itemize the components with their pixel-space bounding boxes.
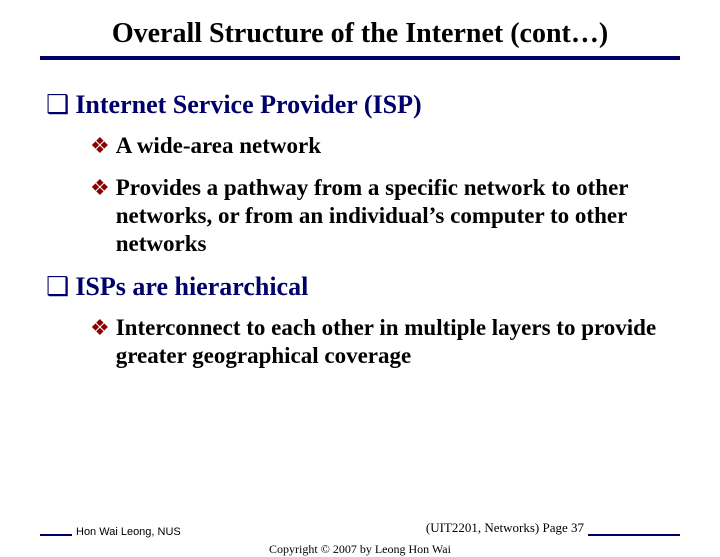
diamond-bullet-icon: ❖ [90, 132, 110, 160]
bullet-level1: ❑ Internet Service Provider (ISP) [46, 90, 680, 120]
slide-content: ❑ Internet Service Provider (ISP) ❖ A wi… [40, 90, 680, 370]
bullet-level2: ❖ Interconnect to each other in multiple… [90, 314, 680, 370]
footer-author: Hon Wai Leong, NUS [76, 526, 181, 538]
bullet-text: Provides a pathway from a specific netwo… [116, 174, 670, 258]
bullet-level1: ❑ ISPs are hierarchical [46, 272, 680, 302]
bullet-text: ISPs are hierarchical [75, 272, 308, 302]
footer-rule-right [588, 534, 680, 536]
diamond-bullet-icon: ❖ [90, 314, 110, 342]
footer-rule-left [40, 534, 72, 536]
bullet-level2: ❖ Provides a pathway from a specific net… [90, 174, 680, 258]
bullet-text: Interconnect to each other in multiple l… [116, 314, 670, 370]
title-rule [40, 56, 680, 60]
bullet-text: Internet Service Provider (ISP) [75, 90, 421, 120]
diamond-bullet-icon: ❖ [90, 174, 110, 202]
square-bullet-icon: ❑ [46, 272, 69, 302]
slide-title: Overall Structure of the Internet (cont…… [40, 18, 680, 50]
slide: Overall Structure of the Internet (cont…… [0, 0, 720, 540]
footer-page: (UIT2201, Networks) Page 37 [426, 520, 584, 536]
square-bullet-icon: ❑ [46, 90, 69, 120]
bullet-text: A wide-area network [116, 132, 321, 160]
bullet-level2: ❖ A wide-area network [90, 132, 680, 160]
footer-copyright: Copyright © 2007 by Leong Hon Wai [0, 542, 720, 557]
